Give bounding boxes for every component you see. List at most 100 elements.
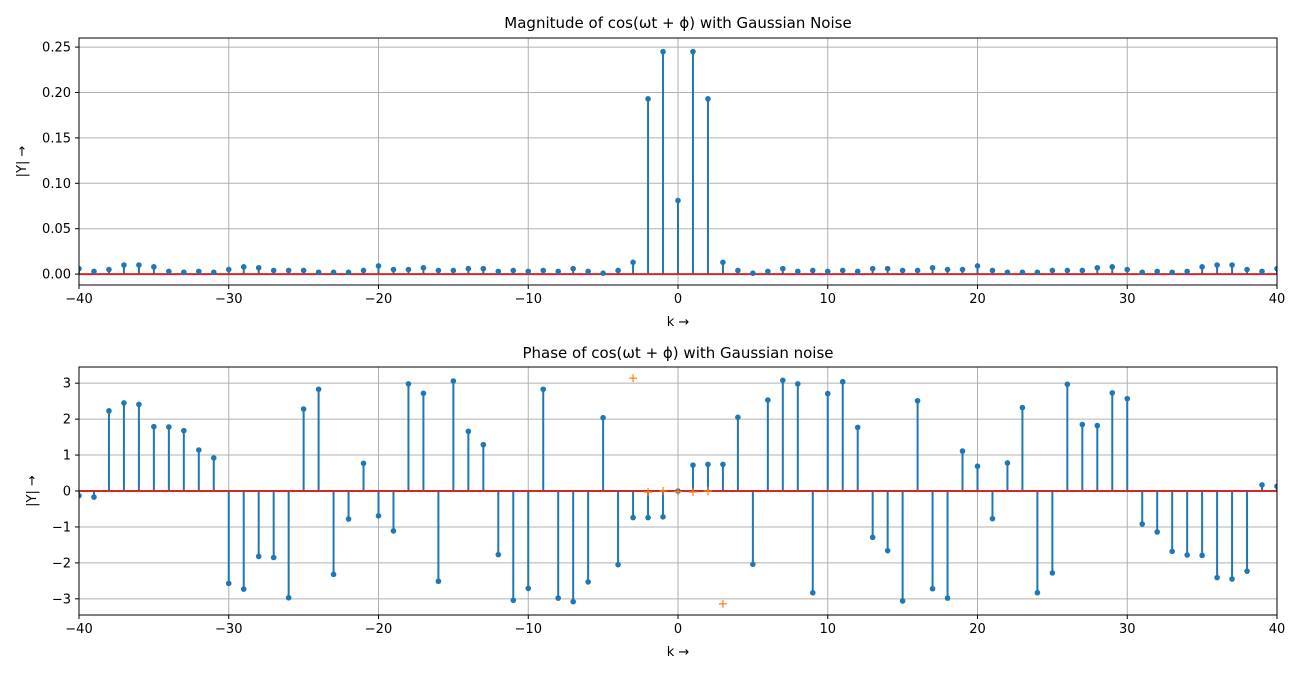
- magnitude-stem-marker: [330, 269, 337, 276]
- magnitude-stem-marker: [884, 265, 891, 272]
- phase-stem-marker: [225, 580, 232, 587]
- magnitude-stem-marker: [1019, 269, 1026, 276]
- magnitude-stem-marker: [854, 268, 861, 275]
- phase-stem-marker: [929, 585, 936, 592]
- phase-stem-marker: [944, 595, 951, 601]
- magnitude-stem-marker: [315, 269, 322, 276]
- phase-ytick-label: −1: [52, 520, 71, 535]
- magnitude-stem-marker: [495, 268, 502, 275]
- phase-stem-marker: [151, 423, 157, 430]
- magnitude-stem-marker: [1079, 267, 1086, 274]
- phase-stem-marker: [360, 460, 367, 467]
- phase-stem-marker: [854, 424, 861, 431]
- phase-xtick-label: −40: [65, 622, 92, 637]
- magnitude-title: Magnitude of cos(ωt + ϕ) with Gaussian N…: [504, 14, 851, 32]
- magnitude-stem-marker: [914, 267, 921, 274]
- phase-stem-marker: [450, 378, 457, 384]
- magnitude-stem-marker: [270, 267, 277, 274]
- phase-stem-marker: [1124, 395, 1131, 402]
- magnitude-stem-marker: [196, 268, 202, 275]
- magnitude-stem-marker: [645, 96, 651, 102]
- magnitude-stem-marker: [720, 259, 726, 266]
- phase-plus-marker: [718, 599, 727, 608]
- phase-stem-marker: [79, 492, 82, 499]
- phase-stem-marker: [989, 515, 996, 522]
- magnitude-stem-marker: [390, 266, 397, 273]
- phase-stem-marker: [375, 513, 382, 519]
- phase-plus-marker: [688, 488, 697, 497]
- phase-stem-marker: [869, 534, 876, 541]
- phase-ytick-label: 3: [63, 377, 71, 392]
- magnitude-stem-marker: [375, 263, 382, 269]
- phase-plus-marker: [659, 487, 668, 495]
- phase-xtick-label: 10: [819, 622, 836, 637]
- magnitude-stem-marker: [345, 269, 352, 276]
- phase-stem-marker: [435, 578, 442, 585]
- phase-stem-marker: [1049, 570, 1056, 576]
- magnitude-stem-marker: [91, 268, 97, 275]
- phase-stem-marker: [1094, 422, 1101, 429]
- magnitude-stem-marker: [839, 267, 846, 274]
- magnitude-xlabel: k →: [667, 315, 690, 330]
- magnitude-ytick-label: 0.00: [42, 268, 71, 283]
- magnitude-stem-marker: [360, 267, 367, 274]
- phase-stem-marker: [1169, 548, 1175, 555]
- phase-stem-marker: [750, 561, 756, 568]
- phase-stem-marker: [615, 561, 621, 568]
- phase-stem-marker: [959, 448, 966, 454]
- magnitude-stem-marker: [690, 48, 696, 55]
- phase-stem-marker: [974, 463, 981, 470]
- phase-stem-marker: [196, 447, 202, 453]
- magnitude-stem-marker: [465, 265, 472, 272]
- phase-stem-marker: [780, 377, 786, 384]
- phase-stem-marker: [106, 408, 112, 414]
- magnitude-stem-marker: [899, 267, 906, 274]
- phase-stem-marker: [405, 381, 412, 387]
- magnitude-stem-marker: [660, 48, 666, 55]
- magnitude-stem-marker: [1214, 262, 1220, 268]
- phase-stem-marker: [480, 441, 487, 448]
- magnitude-stem-marker: [585, 268, 591, 275]
- phase-stem-marker: [270, 554, 277, 561]
- magnitude-stem-marker: [630, 259, 636, 266]
- magnitude-stem-marker: [1064, 267, 1071, 274]
- phase-stem-marker: [1064, 381, 1071, 388]
- magnitude-stem-marker: [450, 267, 457, 274]
- magnitude-xtick-label: 20: [969, 292, 986, 307]
- magnitude-stem-marker: [570, 265, 576, 272]
- phase-stem-marker: [525, 585, 532, 592]
- magnitude-stem-marker: [615, 267, 621, 274]
- phase-stem-marker: [181, 427, 187, 434]
- magnitude-stem-marker: [210, 269, 217, 276]
- magnitude-stem-marker: [555, 268, 561, 275]
- phase-stem-marker: [210, 455, 217, 461]
- phase-ylabel: |Y| →: [25, 475, 40, 507]
- phase-stem-marker: [315, 386, 322, 393]
- magnitude-stem-marker: [300, 267, 307, 274]
- phase-stem-marker: [300, 406, 307, 412]
- phase-stem-marker: [1109, 390, 1116, 396]
- phase-stem-marker: [255, 553, 262, 560]
- magnitude-stem-marker: [824, 268, 831, 275]
- phase-stem-marker: [585, 579, 591, 585]
- magnitude-ytick-label: 0.05: [42, 222, 71, 237]
- phase-stem-marker: [121, 400, 127, 406]
- magnitude-stem-marker: [79, 265, 82, 272]
- phase-stem-marker: [1274, 483, 1277, 490]
- phase-stem-marker: [1214, 574, 1220, 581]
- phase-xtick-label: −30: [215, 622, 242, 637]
- magnitude-stem-marker: [255, 264, 262, 271]
- phase-stem-marker: [809, 589, 816, 596]
- magnitude-stem-marker: [405, 266, 412, 273]
- phase-series: [79, 374, 1277, 608]
- phase-stem-marker: [345, 516, 352, 522]
- magnitude-ylabel: |Y| →: [15, 146, 30, 178]
- magnitude-xtick-label: −40: [65, 292, 92, 307]
- magnitude-stem-marker: [1094, 264, 1101, 271]
- phase-stem-marker: [1244, 568, 1250, 574]
- phase-stem-marker: [1199, 552, 1205, 559]
- magnitude-stem-marker: [1169, 269, 1175, 276]
- magnitude-stem-marker: [510, 267, 517, 274]
- phase-ytick-label: −3: [52, 592, 71, 607]
